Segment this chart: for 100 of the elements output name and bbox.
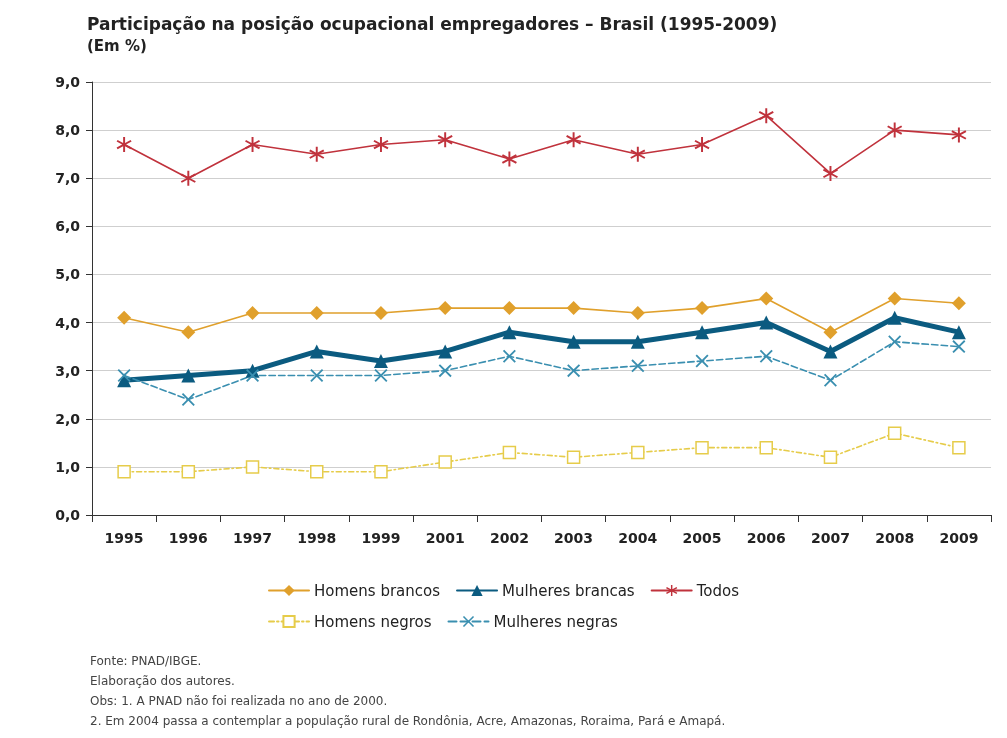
point — [117, 464, 131, 479]
x-tick-label: 1998 — [297, 530, 337, 546]
point — [695, 301, 710, 316]
point — [630, 146, 646, 162]
x-tick-label: 2002 — [489, 530, 529, 546]
point — [951, 127, 967, 143]
x-tick-label: 1999 — [361, 530, 401, 546]
point — [822, 165, 838, 181]
point — [951, 296, 966, 311]
y-tick-label: 2,0 — [55, 410, 81, 427]
point — [823, 450, 838, 465]
point — [180, 170, 196, 186]
point — [310, 368, 324, 382]
point — [309, 305, 324, 320]
point — [374, 464, 388, 479]
point — [759, 315, 774, 330]
point — [373, 305, 388, 320]
y-tick-label: 5,0 — [55, 266, 81, 283]
point — [631, 359, 645, 373]
x-tick-label: 1997 — [233, 530, 273, 546]
x-tick-label: 2009 — [939, 530, 979, 546]
y-tick-label: 9,0 — [55, 74, 81, 90]
point — [695, 440, 709, 455]
point — [887, 291, 902, 306]
x-tick-label: 2001 — [425, 530, 465, 546]
y-tick-label: 1,0 — [55, 458, 81, 475]
x-tick-label: 2003 — [554, 530, 594, 546]
point — [695, 325, 710, 340]
source-note: Fonte: PNAD/IBGE. — [90, 654, 202, 668]
point — [887, 426, 902, 440]
y-tick-label: 0,0 — [55, 507, 81, 523]
point — [631, 445, 645, 460]
point — [245, 305, 260, 320]
point — [116, 137, 132, 153]
point — [373, 354, 388, 369]
point — [888, 335, 902, 349]
point — [181, 325, 196, 340]
point — [246, 368, 260, 382]
x-tick-label: 2008 — [875, 530, 915, 546]
point — [502, 349, 516, 363]
point — [566, 301, 581, 316]
legend-label: Mulheres brancas — [502, 581, 635, 600]
y-tick-label: 4,0 — [55, 314, 81, 331]
point — [630, 305, 645, 320]
point — [951, 325, 966, 340]
point — [695, 354, 709, 368]
point — [887, 122, 903, 138]
x-tick-label: 2007 — [810, 530, 850, 546]
point — [309, 146, 325, 162]
point — [502, 301, 517, 316]
point — [373, 137, 389, 153]
y-tick-label: 3,0 — [55, 362, 81, 379]
point — [502, 445, 517, 460]
point — [501, 151, 517, 167]
x-tick-label: 2004 — [618, 530, 658, 546]
point — [181, 368, 196, 383]
point — [181, 393, 195, 407]
point — [566, 132, 582, 148]
point — [438, 301, 453, 316]
point — [438, 344, 453, 359]
point — [952, 340, 966, 354]
text: 2. Em 2004 passa a contemplar a população rural de Rondônia, Acre, Amazonas, Roraima, Pará e Amapá. — [90, 714, 726, 728]
y-tick-label: 7,0 — [55, 170, 81, 187]
y-tick-label: 6,0 — [55, 218, 81, 235]
point — [438, 364, 452, 378]
x-tick-label: 1996 — [168, 530, 208, 546]
point — [245, 460, 260, 474]
point — [887, 310, 902, 325]
point — [117, 310, 132, 325]
point — [245, 137, 261, 153]
point — [181, 464, 196, 479]
point — [309, 344, 324, 359]
legend-label: Homens negros — [314, 612, 432, 631]
chart-subtitle: (Em %) — [87, 36, 147, 55]
point — [759, 440, 773, 455]
point — [567, 364, 581, 378]
point — [438, 455, 452, 469]
legend-label: Todos — [695, 581, 740, 600]
y-tick-label: 8,0 — [55, 122, 81, 139]
point — [759, 291, 774, 306]
legend-label: Homens brancos — [314, 581, 441, 600]
point — [758, 108, 774, 124]
point — [823, 373, 837, 387]
point — [566, 334, 581, 349]
x-tick-label: 2005 — [682, 530, 722, 546]
point — [566, 450, 581, 465]
legend-label: Mulheres negras — [493, 612, 619, 631]
point — [694, 137, 710, 153]
text: Elaboração dos autores. — [90, 674, 235, 688]
point — [952, 440, 966, 455]
text: Obs: 1. A PNAD não foi realizada no ano de 2000. — [90, 694, 388, 708]
x-tick-label: 2006 — [746, 530, 786, 546]
point — [759, 349, 773, 363]
point — [502, 325, 517, 340]
point — [823, 325, 838, 340]
x-tick-label: 1995 — [104, 530, 144, 546]
chart-title: Participação na posição ocupacional empregadores – Brasil (1995-2009) — [87, 13, 778, 34]
point — [630, 334, 645, 349]
point — [437, 132, 453, 148]
point — [310, 464, 324, 479]
